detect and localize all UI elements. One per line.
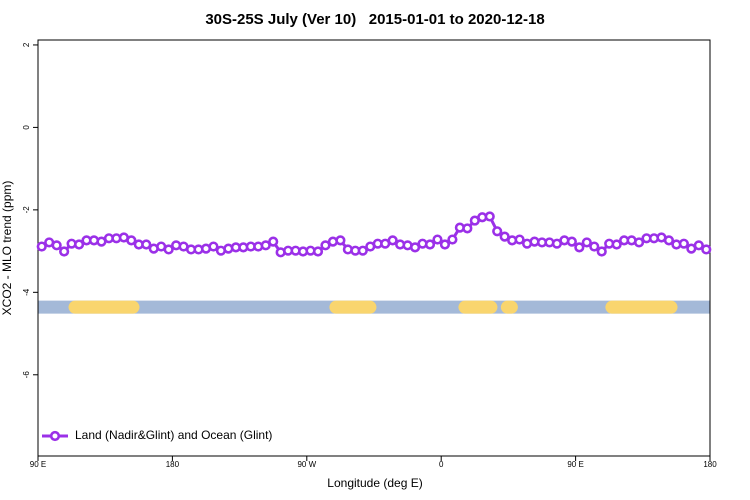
data-point [514,234,525,245]
x-tick-label: 90 E [30,460,46,469]
data-point [581,237,592,248]
data-point [596,246,607,257]
data-point [462,223,473,234]
data-point [611,239,622,250]
data-point [59,246,70,257]
data-point [73,239,85,250]
data-point [678,238,689,249]
data-point [357,245,368,256]
data-point [492,226,503,237]
data-point [424,239,436,250]
y-tick-label: 0 [22,125,31,130]
data-point [260,240,271,251]
data-point [163,244,174,255]
y-tick-label: -4 [22,288,31,296]
data-point [701,244,712,255]
data-point [335,235,346,246]
x-tick-label: 0 [439,460,444,469]
data-point [447,234,458,245]
x-tick-label: 90 W [297,460,316,469]
x-tick-label: 180 [703,460,717,469]
data-point [320,240,331,251]
data-point [663,235,675,246]
data-point [36,241,47,252]
data-point [126,235,137,246]
data-point [693,240,704,251]
data-point [409,242,421,253]
data-point [208,241,219,252]
data-point [499,231,510,242]
chart-title: 30S-25S July (Ver 10) 2015-01-01 to 2020… [205,11,544,28]
data-point [484,211,495,222]
y-axis-label: XCO2 - MLO trend (ppm) [0,181,14,316]
data-point [439,239,451,250]
data-point [141,239,152,250]
data-point [387,235,398,246]
x-tick-label: 180 [166,460,180,469]
data-point [51,240,62,251]
data-point [589,241,600,252]
y-tick-label: -2 [22,206,31,214]
y-tick-label: 2 [22,42,31,47]
y-tick-label: -6 [22,371,31,379]
data-point [566,236,577,247]
data-point [574,242,585,253]
legend-marker [49,430,61,442]
x-tick-label: 90 E [567,460,583,469]
data-point [312,246,324,257]
data-point [268,236,279,247]
x-axis-label: Longitude (deg E) [327,476,422,490]
legend-label: Land (Nadir&Glint) and Ocean (Glint) [75,428,272,442]
data-point [432,234,443,245]
data-point [633,237,645,248]
